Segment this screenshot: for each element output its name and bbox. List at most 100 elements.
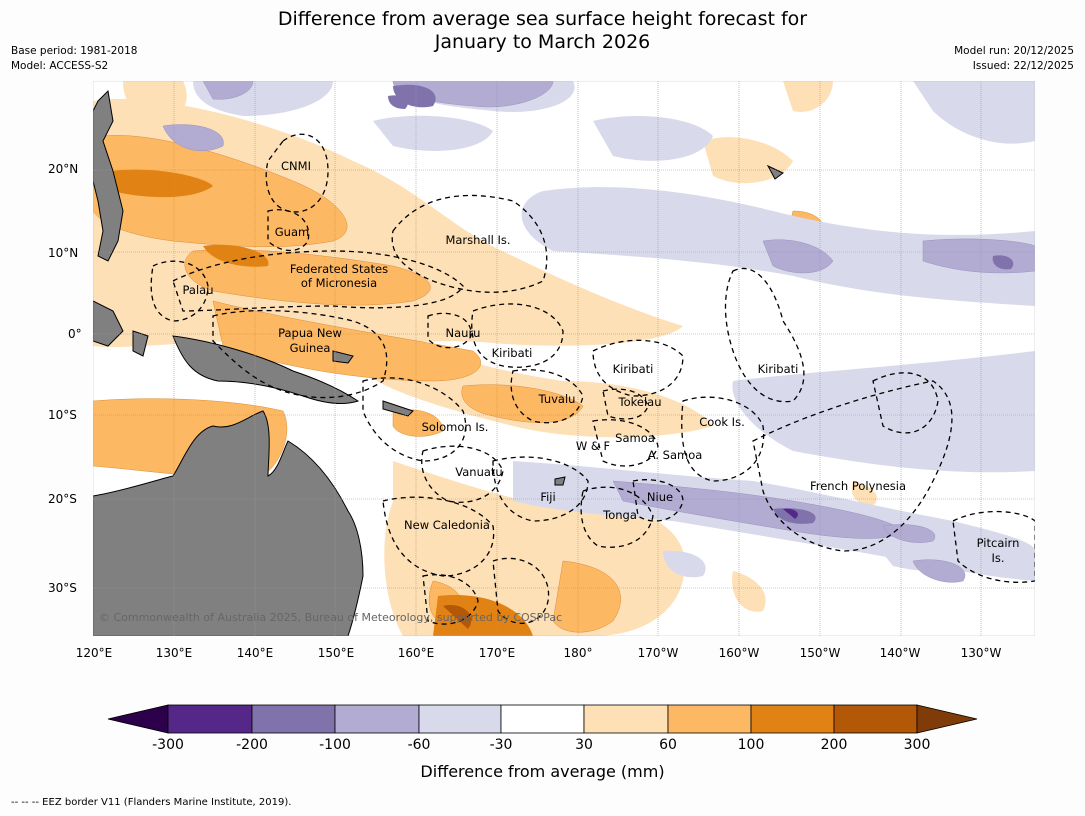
label-niue: Niue (647, 490, 673, 504)
label-kiribati-central: Kiribati (613, 362, 654, 376)
eez-cook (681, 396, 765, 482)
colorbar-tick: -30 (489, 737, 513, 753)
base-period: Base period: 1981-2018 (11, 45, 138, 57)
eez-tonga (580, 486, 654, 548)
label-png-1: Papua New (278, 326, 342, 340)
eez-fiji (492, 456, 589, 522)
eez-french-polynesia (752, 380, 953, 552)
eez-cnmi (265, 133, 329, 213)
chart-title: Difference from average sea surface heig… (0, 8, 1085, 54)
eez-kiribati-west (471, 303, 564, 368)
colorbar-tick: -100 (319, 737, 351, 753)
australia-land (93, 410, 364, 636)
colorbar-tick: -200 (236, 737, 268, 753)
lat-label-20n: 20°N (48, 162, 79, 176)
anomaly-minus100-minus60 (162, 81, 1035, 583)
label-solomon: Solomon Is. (422, 420, 489, 434)
anomaly-minus200-minus100 (388, 84, 1014, 524)
colorbar-swatch (750, 704, 835, 734)
label-fsm-1: Federated States (290, 262, 388, 276)
label-wf: W & F (576, 439, 610, 453)
meta-right: Model run: 20/12/2025 Issued: 22/12/2025 (954, 44, 1074, 74)
colorbar-tick: -300 (152, 737, 184, 753)
colorbar-swatch (583, 704, 669, 734)
title-line-2: January to March 2026 (434, 31, 651, 53)
eez-kermadec (492, 557, 550, 624)
lon-label-170e: 170°E (478, 646, 516, 660)
eez-marshall (391, 194, 548, 293)
issued-date: Issued: 22/12/2025 (972, 60, 1074, 72)
eez-new-caledonia (382, 496, 495, 577)
land-masses (93, 89, 784, 636)
label-png-2: Guinea (290, 341, 331, 355)
colorbar-tick: 300 (903, 737, 931, 753)
new-guinea-land (172, 335, 360, 404)
sulawesi-land (132, 330, 149, 357)
lon-label-150e: 150°E (317, 646, 355, 660)
colorbar-swatch (334, 704, 420, 734)
lon-label-150w: 150°W (799, 646, 841, 660)
eez-borders (150, 133, 1035, 625)
eez-tokelau (602, 388, 649, 420)
label-nauru: Nauru (446, 326, 481, 340)
eez-tuvalu (510, 369, 584, 424)
colorbar-extend-high (916, 704, 978, 734)
eez-niue (632, 479, 684, 522)
label-fiji: Fiji (540, 490, 555, 504)
copyright-text: © Commonwealth of Australia 2025, Bureau… (99, 611, 562, 624)
solomon-land (382, 400, 414, 417)
colorbar-swatch (833, 704, 918, 734)
lat-label-0: 0° (68, 327, 82, 341)
region-labels: CNMI Guam Marshall Is. Federated States … (183, 159, 1020, 565)
eez-kiribati-east (724, 267, 805, 403)
colorbar-swatch (667, 704, 752, 734)
eez-fsm (172, 250, 464, 312)
colorbar-swatch (500, 704, 585, 734)
graticule (93, 81, 1035, 636)
label-vanuatu: Vanuatu (455, 465, 502, 479)
meta-left: Base period: 1981-2018 Model: ACCESS-S2 (11, 44, 137, 74)
lon-label-140w: 140°W (879, 646, 921, 660)
colorbar-tick: 30 (575, 737, 593, 753)
label-pitcairn-1: Pitcairn (977, 536, 1020, 550)
colorbar-label: Difference from average (mm) (420, 762, 665, 781)
lon-label-130e: 130°E (155, 646, 193, 660)
lat-label-30s: 30°S (48, 581, 77, 595)
lon-label-130w: 130°W (960, 646, 1002, 660)
label-cnmi: CNMI (281, 159, 311, 173)
lat-label-10s: 10°S (48, 408, 77, 422)
eez-solomon (362, 377, 467, 462)
eez-guam (267, 209, 310, 252)
eez-lord-howe (422, 574, 479, 625)
lat-label-20s: 20°S (48, 492, 77, 506)
colorbar-tick: -60 (407, 737, 431, 753)
eez-kiribati-central (592, 339, 684, 397)
label-tokelau: Tokelau (618, 395, 662, 409)
colorbar-tick: 60 (659, 737, 677, 753)
eez-pitcairn (952, 510, 1035, 583)
lon-label-140e: 140°E (236, 646, 274, 660)
label-samoa: Samoa (615, 431, 655, 445)
anomaly-100-200 (113, 169, 533, 636)
colorbar (107, 704, 978, 734)
eez-nauru (427, 312, 472, 349)
fiji-land (554, 476, 566, 486)
eez-samoa (592, 419, 659, 467)
label-cook: Cook Is. (699, 415, 744, 429)
label-pitcairn-2: Is. (991, 551, 1004, 565)
label-fsm-2: of Micronesia (301, 276, 377, 290)
eez-vanuatu (421, 445, 504, 503)
lon-label-120e: 120°E (75, 646, 113, 660)
colorbar-swatch (251, 704, 336, 734)
eez-footnote: -- -- -- EEZ border V11 (Flanders Marine… (11, 797, 292, 808)
label-asamoa: A. Samoa (648, 448, 703, 462)
philippines-land (93, 89, 124, 262)
lon-label-170w: 170°W (637, 646, 679, 660)
model-run: Model run: 20/12/2025 (954, 45, 1074, 57)
colorbar-extend-low (107, 704, 169, 734)
sea-surface-height-map: © Commonwealth of Australia 2025, Bureau… (93, 81, 1035, 636)
label-kiribati-west: Kiribati (492, 346, 533, 360)
lon-label-180: 180° (563, 646, 593, 660)
label-guam: Guam (275, 225, 309, 239)
new-britain-land (332, 350, 354, 364)
